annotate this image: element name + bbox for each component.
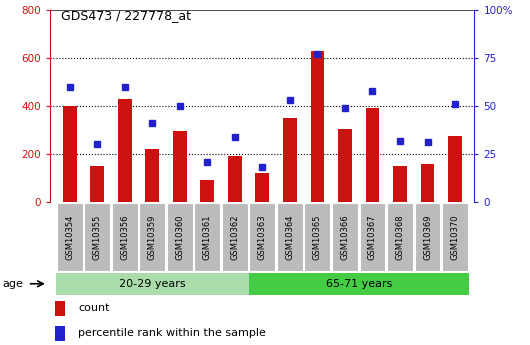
Bar [228,156,242,202]
Bar [63,106,76,202]
Text: GDS473 / 227778_at: GDS473 / 227778_at [61,9,191,22]
Bar [55,326,65,341]
Bar [167,203,193,271]
Bar [112,203,138,271]
Bar [387,203,413,271]
Bar [145,149,159,202]
Bar [200,180,214,202]
Text: GSM10366: GSM10366 [340,214,349,260]
Text: percentile rank within the sample: percentile rank within the sample [78,328,266,338]
Bar [250,203,275,271]
Bar [283,118,297,202]
Text: GSM10370: GSM10370 [450,215,460,260]
Bar [311,51,324,202]
Text: GSM10356: GSM10356 [120,215,129,260]
Text: 65-71 years: 65-71 years [325,279,392,289]
Bar [222,203,248,271]
Text: GSM10369: GSM10369 [423,215,432,260]
Bar [118,99,131,202]
Text: GSM10363: GSM10363 [258,214,267,260]
Bar [338,129,352,202]
Bar [366,108,379,202]
Bar [448,136,462,202]
Bar [359,203,385,271]
Bar [139,203,165,271]
Text: GSM10359: GSM10359 [148,215,157,260]
Text: GSM10355: GSM10355 [93,215,102,260]
Bar [57,203,83,271]
Text: 20-29 years: 20-29 years [119,279,186,289]
Bar [277,203,303,271]
Text: GSM10361: GSM10361 [203,215,212,260]
Bar [173,131,187,202]
Text: GSM10364: GSM10364 [285,215,294,260]
Bar [304,203,330,271]
Bar [249,273,469,295]
Bar [393,166,407,202]
Text: GSM10354: GSM10354 [65,215,74,260]
Bar [195,203,220,271]
Text: GSM10362: GSM10362 [231,215,240,260]
Text: count: count [78,304,109,314]
Bar [55,301,65,316]
Bar [442,203,468,271]
Bar [84,203,110,271]
Bar [90,166,104,202]
Text: GSM10360: GSM10360 [175,215,184,260]
Bar [56,273,249,295]
Text: GSM10367: GSM10367 [368,214,377,260]
Text: GSM10368: GSM10368 [395,214,404,260]
Bar [332,203,358,271]
Text: GSM10365: GSM10365 [313,215,322,260]
Text: age: age [3,279,23,289]
Bar [414,203,440,271]
Bar [421,164,435,202]
Bar [255,173,269,202]
